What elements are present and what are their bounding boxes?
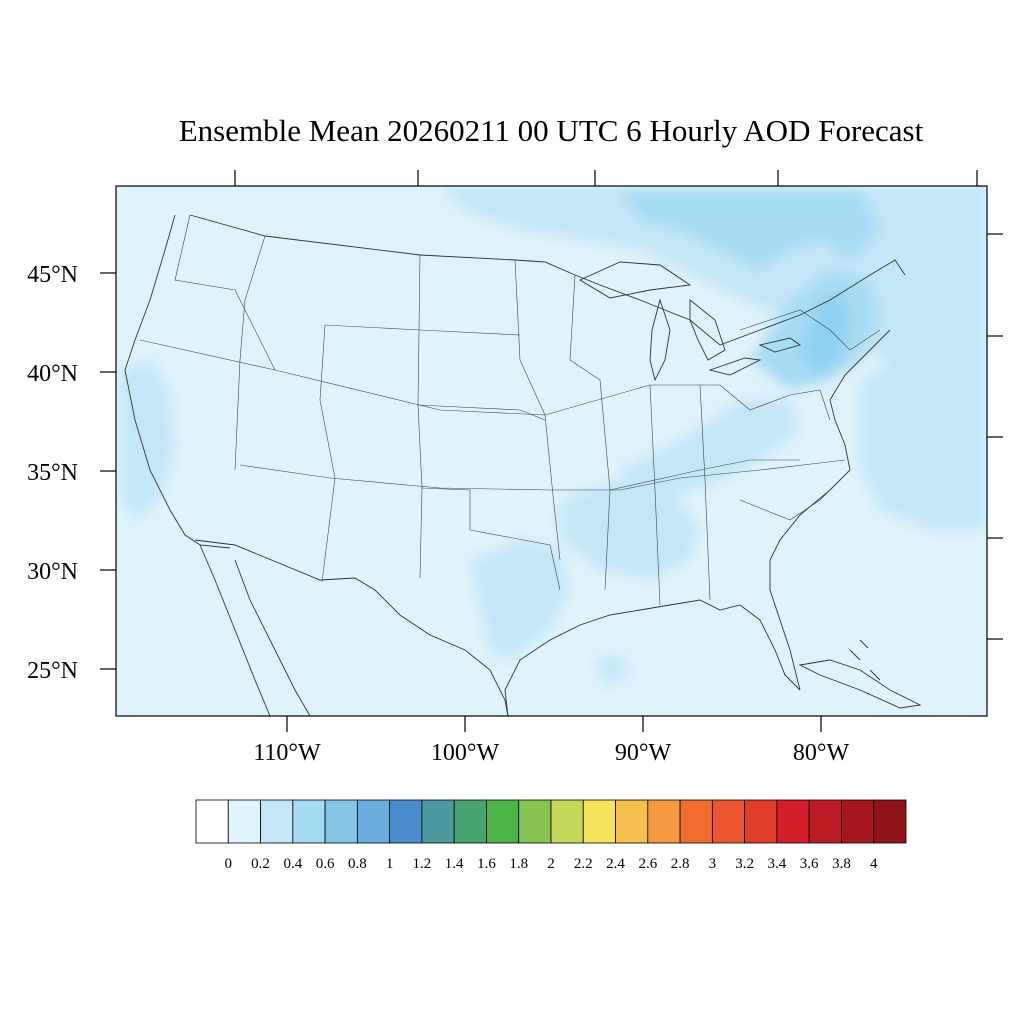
colorbar-box-5 [356,799,391,844]
colorbar-box-18 [776,799,810,844]
us-canada-border [189,214,906,346]
pacific-coastline [124,214,231,549]
colorbar-label-19: 3.8 [832,856,851,872]
lake-ontario [758,337,802,353]
colorbar-label-9: 1.8 [509,856,528,872]
lat-label-45: 45°N [27,262,78,288]
colorbar-label-7: 1.4 [445,856,464,872]
colorbar-box-16 [711,799,746,844]
colorbar-box-19 [808,799,842,844]
aod-shading [120,186,987,685]
colorbar-box-12 [582,799,616,844]
colorbar-box-8 [453,799,487,844]
great-lake-michigan [649,298,671,382]
gulf-coastline [504,599,801,716]
colorbar-label-18: 3.6 [800,856,819,872]
colorbar-label-15: 3 [709,856,717,872]
colorbar-box-0 [195,799,229,844]
colorbar-box-17 [744,799,778,844]
colorbar-label-20: 4 [870,856,878,872]
lat-label-40: 40°N [27,361,78,387]
us-mexico-border [194,539,509,716]
boundary-lines [124,214,922,716]
colorbar-box-6 [389,799,423,844]
colorbar: 0 0.2 0.4 0.6 0.8 1 1.2 1.4 1.6 1.8 2 2.2 2.4 2.6 2.8 3… [195,799,907,872]
colorbar-label-0: 0 [225,856,233,872]
baja-coastline [199,544,271,716]
colorbar-box-14 [647,799,681,844]
lon-label-100w: 100°W [431,740,500,766]
colorbar-boxes [195,799,907,844]
lat-label-25: 25°N [27,658,78,684]
map-frame [115,185,988,717]
great-lake-superior [579,261,692,299]
aod-plume-california [120,360,175,520]
aod-plume-texas-gulf [470,540,570,660]
colorbar-box-13 [615,799,649,844]
colorbar-label-17: 3.4 [768,856,787,872]
colorbar-label-16: 3.2 [735,856,754,872]
figure-title: Ensemble Mean 20260211 00 UTC 6 Hourly A… [179,113,924,148]
colorbar-label-8: 1.6 [477,856,496,872]
latitude-labels: 45°N 40°N 35°N 30°N 25°N [27,262,78,684]
baja-gulf-coast [234,559,311,716]
axis-ticks [100,170,1003,732]
colorbar-box-21 [873,799,907,844]
longitude-labels: 110°W 100°W 90°W 80°W [253,740,849,766]
colorbar-label-11: 2.2 [574,856,593,872]
lon-label-80w: 80°W [793,740,850,766]
colorbar-box-3 [292,799,326,844]
aod-plume-northeast-core [800,290,850,375]
colorbar-box-1 [227,799,261,844]
aod-plume-southeast [560,480,700,580]
colorbar-label-1: 0.2 [251,856,270,872]
colorbar-label-10: 2 [547,856,555,872]
state-boundaries [139,214,881,606]
aod-plume-north-core [620,190,880,270]
colorbar-box-11 [550,799,584,844]
colorbar-label-4: 0.8 [348,856,367,872]
colorbar-box-15 [679,799,713,844]
colorbar-label-3: 0.6 [316,856,335,872]
aod-plume-ohio-valley [620,400,800,500]
cuba-coastline [798,659,922,709]
lon-label-90w: 90°W [615,740,672,766]
colorbar-box-10 [518,799,552,844]
map-panel: 45°N 40°N 35°N 30°N 25°N 110°W 100°W 90°… [27,170,1003,766]
aod-plume-atlantic [860,340,987,530]
colorbar-label-2: 0.4 [283,856,302,872]
aod-plume-gulf-patch [595,655,630,685]
colorbar-box-20 [841,799,875,844]
lat-label-35: 35°N [27,460,78,486]
colorbar-box-2 [260,799,294,844]
colorbar-box-9 [486,799,520,844]
bahamas-islands [849,639,881,681]
colorbar-label-12: 2.4 [606,856,625,872]
great-lake-erie [708,357,762,376]
colorbar-label-6: 1.2 [413,856,432,872]
colorbar-label-13: 2.6 [638,856,657,872]
colorbar-label-5: 1 [386,856,394,872]
colorbar-box-4 [324,799,358,844]
lon-label-110w: 110°W [253,740,321,766]
colorbar-label-14: 2.8 [671,856,690,872]
colorbar-labels: 0 0.2 0.4 0.6 0.8 1 1.2 1.4 1.6 1.8 2 2.2 2.4 2.6 2.8 3… [225,856,878,872]
colorbar-box-7 [421,799,455,844]
lat-label-30: 30°N [27,559,78,585]
great-lake-huron [689,299,726,361]
